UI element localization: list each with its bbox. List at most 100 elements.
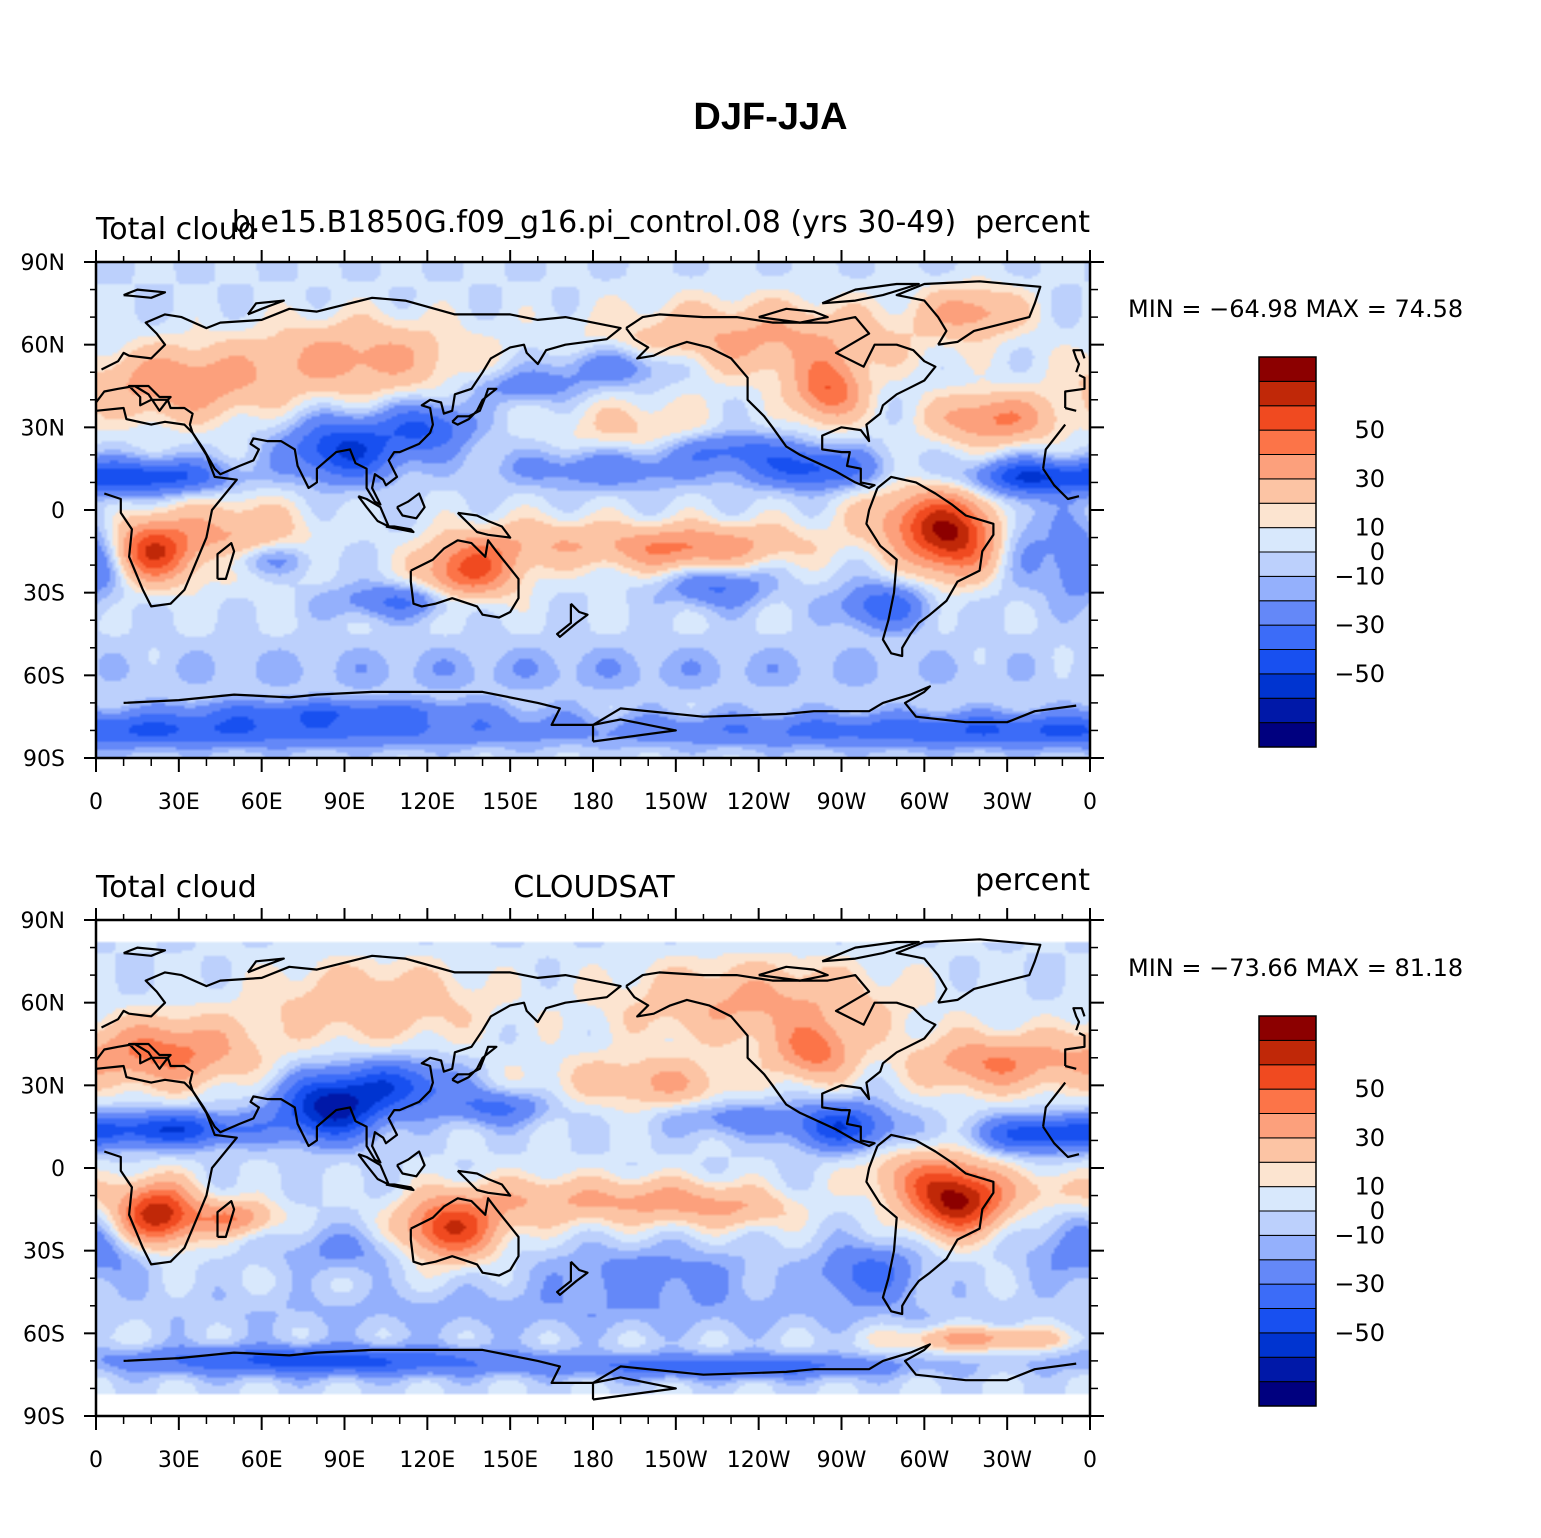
lon-label: 0	[89, 790, 103, 815]
lat-label: 0	[51, 1157, 65, 1182]
coastline	[1042, 1126, 1080, 1159]
colorbar-label: 30	[1354, 465, 1385, 493]
colorbar-box	[1258, 1113, 1317, 1139]
panel-left-title: Total cloud	[95, 870, 257, 905]
coastline	[1064, 1032, 1086, 1066]
colorbar-label: −10	[1334, 1221, 1385, 1249]
colorbar-box	[1258, 600, 1317, 626]
map-panel-obs: 90N 60N 30N 0 30S 60S 90S 0 30E 60E 90E 120E 150E 180…	[21, 863, 1464, 1473]
coastline	[625, 971, 937, 1148]
lon-label: 0	[89, 1448, 103, 1473]
panel-center-title: CLOUDSAT	[513, 870, 675, 905]
colorbar-box	[1258, 1088, 1317, 1114]
lon-label: 90W	[817, 1448, 867, 1473]
coastline	[123, 690, 595, 742]
coastline	[451, 1045, 498, 1084]
coastline	[456, 511, 512, 539]
coastline	[591, 685, 1077, 743]
colorbar-box	[1258, 1381, 1317, 1407]
lon-label: 30W	[982, 790, 1032, 815]
colorbar-box	[1258, 1186, 1317, 1212]
figure-title: DJF-JJA	[693, 96, 848, 138]
panel-units: percent	[975, 205, 1090, 240]
panel-center-title: b.e15.B1850G.f09_g16.pi_control.08 (yrs …	[232, 205, 956, 240]
colorbar-box	[1258, 1064, 1317, 1090]
colorbar-label: −30	[1334, 1270, 1385, 1298]
coastline	[555, 602, 589, 638]
colorbar-label: −30	[1334, 611, 1385, 639]
colorbar-label: 50	[1354, 416, 1385, 444]
lat-label: 90N	[21, 251, 65, 276]
colorbar-box	[1258, 649, 1317, 675]
coastline	[1042, 1081, 1067, 1127]
coastlines	[95, 280, 1086, 743]
lon-label: 180	[572, 1448, 614, 1473]
colorbar-box	[1258, 1161, 1317, 1188]
coastline	[247, 957, 285, 974]
coastline	[865, 475, 995, 658]
coastline	[95, 406, 238, 608]
min-max-stats: MIN = −64.98 MAX = 74.58	[1128, 295, 1463, 323]
coastline	[758, 307, 829, 324]
anomaly-field	[96, 262, 1090, 758]
colorbar-label: 30	[1354, 1124, 1385, 1152]
coastline	[625, 313, 937, 490]
colorbar-frame	[1258, 1015, 1317, 1407]
lon-label: 120E	[399, 790, 455, 815]
lat-label: 90S	[23, 747, 65, 772]
lat-label: 90N	[21, 909, 65, 934]
coastline	[385, 525, 415, 534]
colorbar-label: 10	[1354, 1173, 1385, 1201]
colorbar-box	[1258, 575, 1317, 602]
lon-label: 30E	[158, 1448, 200, 1473]
lon-label: 0	[1083, 790, 1097, 815]
coastline	[1064, 406, 1077, 412]
coastline	[758, 965, 829, 982]
panel-units: percent	[975, 863, 1090, 898]
coastline	[95, 954, 622, 1164]
coastline	[1072, 1007, 1086, 1031]
lon-label: 120W	[727, 790, 791, 815]
coastline	[409, 1197, 520, 1277]
coastline	[555, 1260, 589, 1296]
colorbar-box	[1258, 1210, 1317, 1236]
colorbar-box	[1258, 1332, 1317, 1358]
coastline	[396, 492, 426, 520]
lat-label: 30S	[23, 1240, 65, 1265]
colorbar: 50 30 100−10 −30 −50	[1258, 356, 1385, 748]
colorbar-box	[1258, 1308, 1317, 1334]
colorbar-box	[1258, 1356, 1317, 1383]
lat-label: 60N	[21, 992, 65, 1017]
lon-label: 180	[572, 790, 614, 815]
colorbar-box	[1258, 1259, 1317, 1285]
lon-label: 60W	[899, 1448, 949, 1473]
colorbar-box	[1258, 673, 1317, 699]
anomaly-field	[96, 920, 1090, 1416]
coastline	[216, 1199, 236, 1239]
coastline	[1042, 423, 1067, 469]
lon-label: 60E	[241, 790, 283, 815]
coastline	[456, 1169, 512, 1197]
colorbar-box	[1258, 1283, 1317, 1309]
colorbar-label: 0	[1370, 538, 1385, 566]
lon-label: 30E	[158, 790, 200, 815]
colorbar-box	[1258, 1015, 1317, 1041]
lat-label: 30N	[21, 1074, 65, 1099]
coastline	[123, 946, 167, 957]
lat-label: 60S	[23, 1322, 65, 1347]
lon-label: 60W	[899, 790, 949, 815]
lat-label: 0	[51, 499, 65, 524]
coastline	[865, 1133, 995, 1316]
colorbar-label: 50	[1354, 1075, 1385, 1103]
map-panel-model: 90N 60N 30N 0 30S 60S 90S 0 30E 60E 90E 120E 150E 180…	[21, 205, 1464, 815]
colorbar-box	[1258, 1039, 1317, 1066]
coastline	[1042, 468, 1080, 501]
colorbar-box	[1258, 502, 1317, 529]
coastline	[123, 1348, 595, 1400]
coastline	[1072, 349, 1086, 373]
coastline	[821, 282, 920, 305]
lon-label: 90E	[324, 790, 366, 815]
lat-label: 30S	[23, 582, 65, 607]
coastline	[1064, 1064, 1077, 1070]
colorbar-box	[1258, 380, 1317, 407]
